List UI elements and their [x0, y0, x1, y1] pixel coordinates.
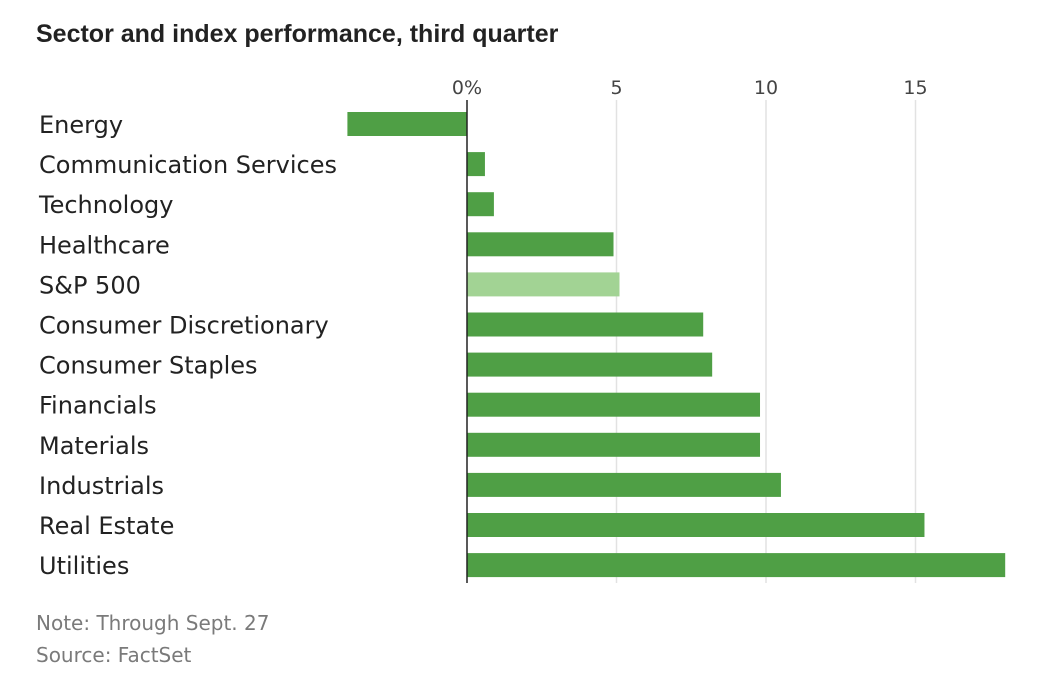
bar-chart: 0% 5 10 15 Energy Communication Services Techn… — [38, 77, 1006, 583]
category-label: Consumer Discretionary — [39, 312, 329, 340]
chart-note: Note: Through Sept. 27 — [36, 611, 270, 635]
category-label: Communication Services — [39, 151, 337, 179]
bar — [467, 352, 713, 377]
bar — [467, 553, 1006, 578]
category-label: Consumer Staples — [39, 352, 258, 380]
category-label: Utilities — [39, 552, 129, 580]
category-label: S&P 500 — [39, 271, 141, 299]
bar — [467, 232, 614, 257]
chart-source: Source: FactSet — [36, 643, 192, 667]
x-tick-label: 5 — [610, 77, 622, 99]
bar — [467, 272, 620, 297]
category-label: Energy — [39, 111, 123, 139]
bar — [347, 112, 467, 136]
x-tick-label: 0% — [452, 77, 482, 99]
x-tick-label: 10 — [754, 77, 778, 99]
bar — [467, 312, 704, 337]
bar — [467, 432, 761, 457]
category-label: Real Estate — [39, 512, 174, 540]
bar — [467, 392, 761, 417]
category-label: Financials — [39, 392, 157, 420]
bar — [467, 192, 494, 217]
category-label: Healthcare — [39, 231, 170, 259]
chart-title: Sector and index performance, third quar… — [36, 20, 559, 48]
category-label: Technology — [38, 191, 173, 219]
category-label: Industrials — [39, 472, 164, 500]
bar — [467, 152, 485, 177]
footnotes: Note: Through Sept. 27 Source: FactSet — [36, 607, 269, 671]
bar — [467, 472, 781, 497]
category-label: Materials — [39, 432, 149, 460]
bar — [467, 513, 925, 537]
x-tick-label: 15 — [903, 77, 927, 99]
